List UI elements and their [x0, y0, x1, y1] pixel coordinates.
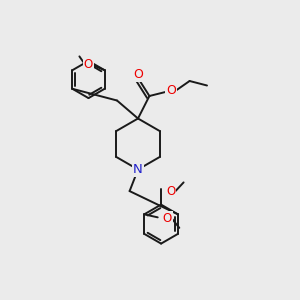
- Text: N: N: [133, 163, 143, 176]
- Text: O: O: [163, 212, 172, 225]
- Text: O: O: [167, 84, 176, 97]
- Text: O: O: [133, 68, 143, 81]
- Text: O: O: [166, 185, 175, 198]
- Text: O: O: [83, 58, 93, 71]
